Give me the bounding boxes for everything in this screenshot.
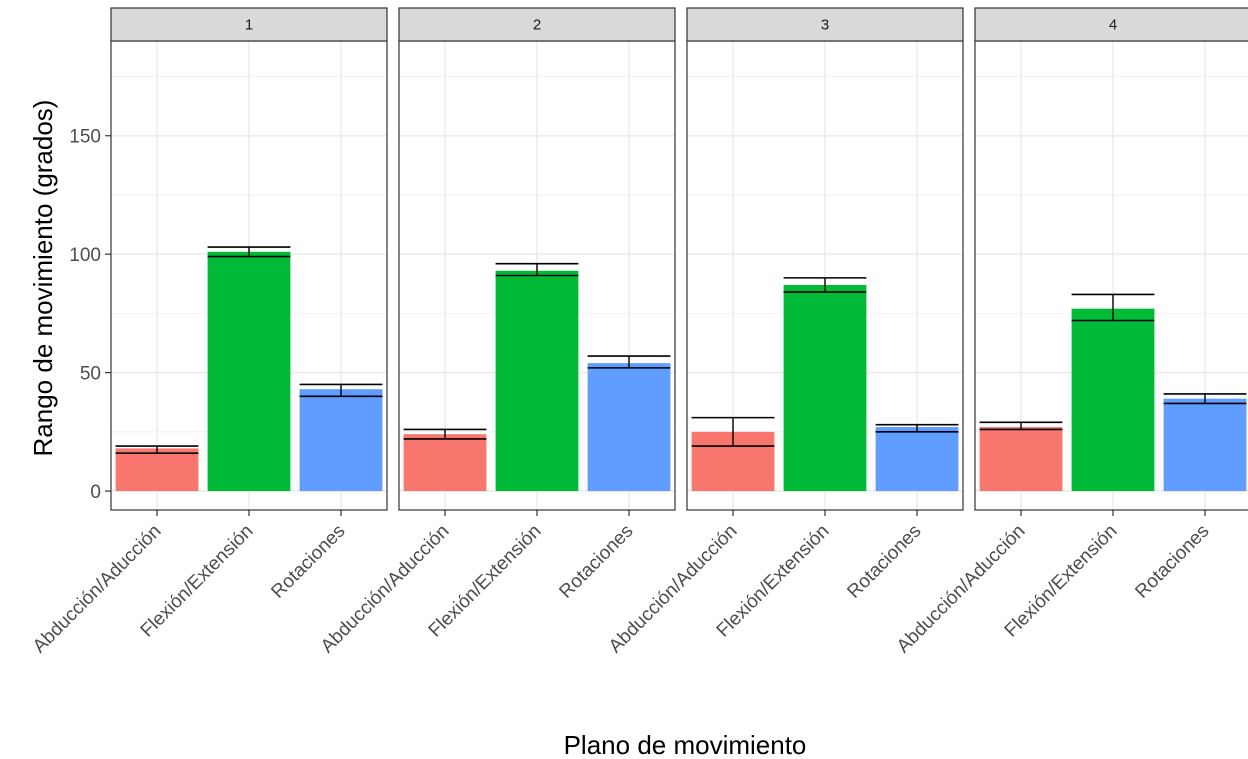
facet-strip: [686, 7, 964, 42]
y-tick-label: 100: [69, 245, 101, 266]
y-tick-label: 50: [80, 364, 101, 385]
facet-strip: [974, 7, 1248, 42]
bar: [403, 434, 487, 492]
facet-strip-label: 1: [245, 17, 253, 34]
bar: [1163, 398, 1247, 492]
bar: [495, 270, 579, 492]
x-tick-label: Rotaciones: [555, 521, 637, 603]
facet-strip-label: 4: [1109, 17, 1117, 34]
bar: [875, 427, 959, 492]
y-axis: 0 50 100 150: [69, 127, 111, 503]
bar: [979, 427, 1063, 492]
bar: [299, 389, 383, 492]
x-tick-label: Rotaciones: [843, 521, 925, 603]
y-tick-label: 0: [90, 482, 101, 503]
y-axis-title: Rango de movimiento (grados): [28, 100, 58, 457]
x-tick-label: Rotaciones: [267, 521, 349, 603]
bar: [207, 251, 291, 492]
x-tick-label: Abducción/Aducción: [29, 521, 166, 658]
y-tick-label: 150: [69, 127, 101, 148]
facet-strip-label: 3: [821, 17, 829, 34]
facet-strip: [110, 7, 388, 42]
facet-strip: [398, 7, 676, 42]
bar: [115, 448, 199, 492]
bar: [1071, 308, 1155, 492]
bar: [783, 284, 867, 492]
bar: [587, 363, 671, 492]
x-axis-title: Plano de movimiento: [564, 730, 807, 759]
facet-strip-label: 2: [533, 17, 541, 34]
x-tick-label: Rotaciones: [1131, 521, 1213, 603]
